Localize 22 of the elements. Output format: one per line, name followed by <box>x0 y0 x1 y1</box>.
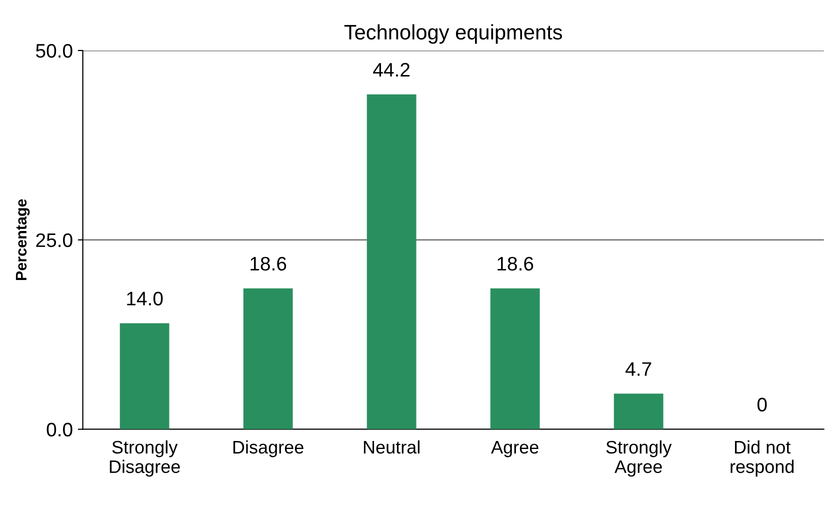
data-label: 44.2 <box>373 62 410 77</box>
x-tick-label: Strongly Disagree <box>110 440 180 477</box>
x-tick-label: Neutral <box>364 440 420 454</box>
bar <box>614 394 664 430</box>
y-tick-label: 25.0 <box>36 233 72 248</box>
y-tick-label: 50.0 <box>36 44 72 58</box>
data-label: 18.6 <box>498 256 534 271</box>
x-tick-label: Strongly Agree <box>606 440 672 477</box>
y-axis-title: Percentage <box>16 199 30 280</box>
data-label: 0 <box>757 398 767 412</box>
bar <box>243 288 293 430</box>
data-label: 4.7 <box>626 362 652 376</box>
bar <box>490 288 540 430</box>
x-tick-label: Agree <box>491 441 538 458</box>
bar <box>366 94 416 430</box>
y-tick-label: 0.0 <box>46 422 72 436</box>
x-tick-label: Did not respond <box>730 440 794 477</box>
chart-title: Technology equipments <box>344 24 562 44</box>
bar <box>120 323 170 430</box>
x-tick-label: Disagree <box>233 440 304 458</box>
data-label: 18.6 <box>250 256 286 271</box>
data-label: 14.0 <box>127 292 163 306</box>
